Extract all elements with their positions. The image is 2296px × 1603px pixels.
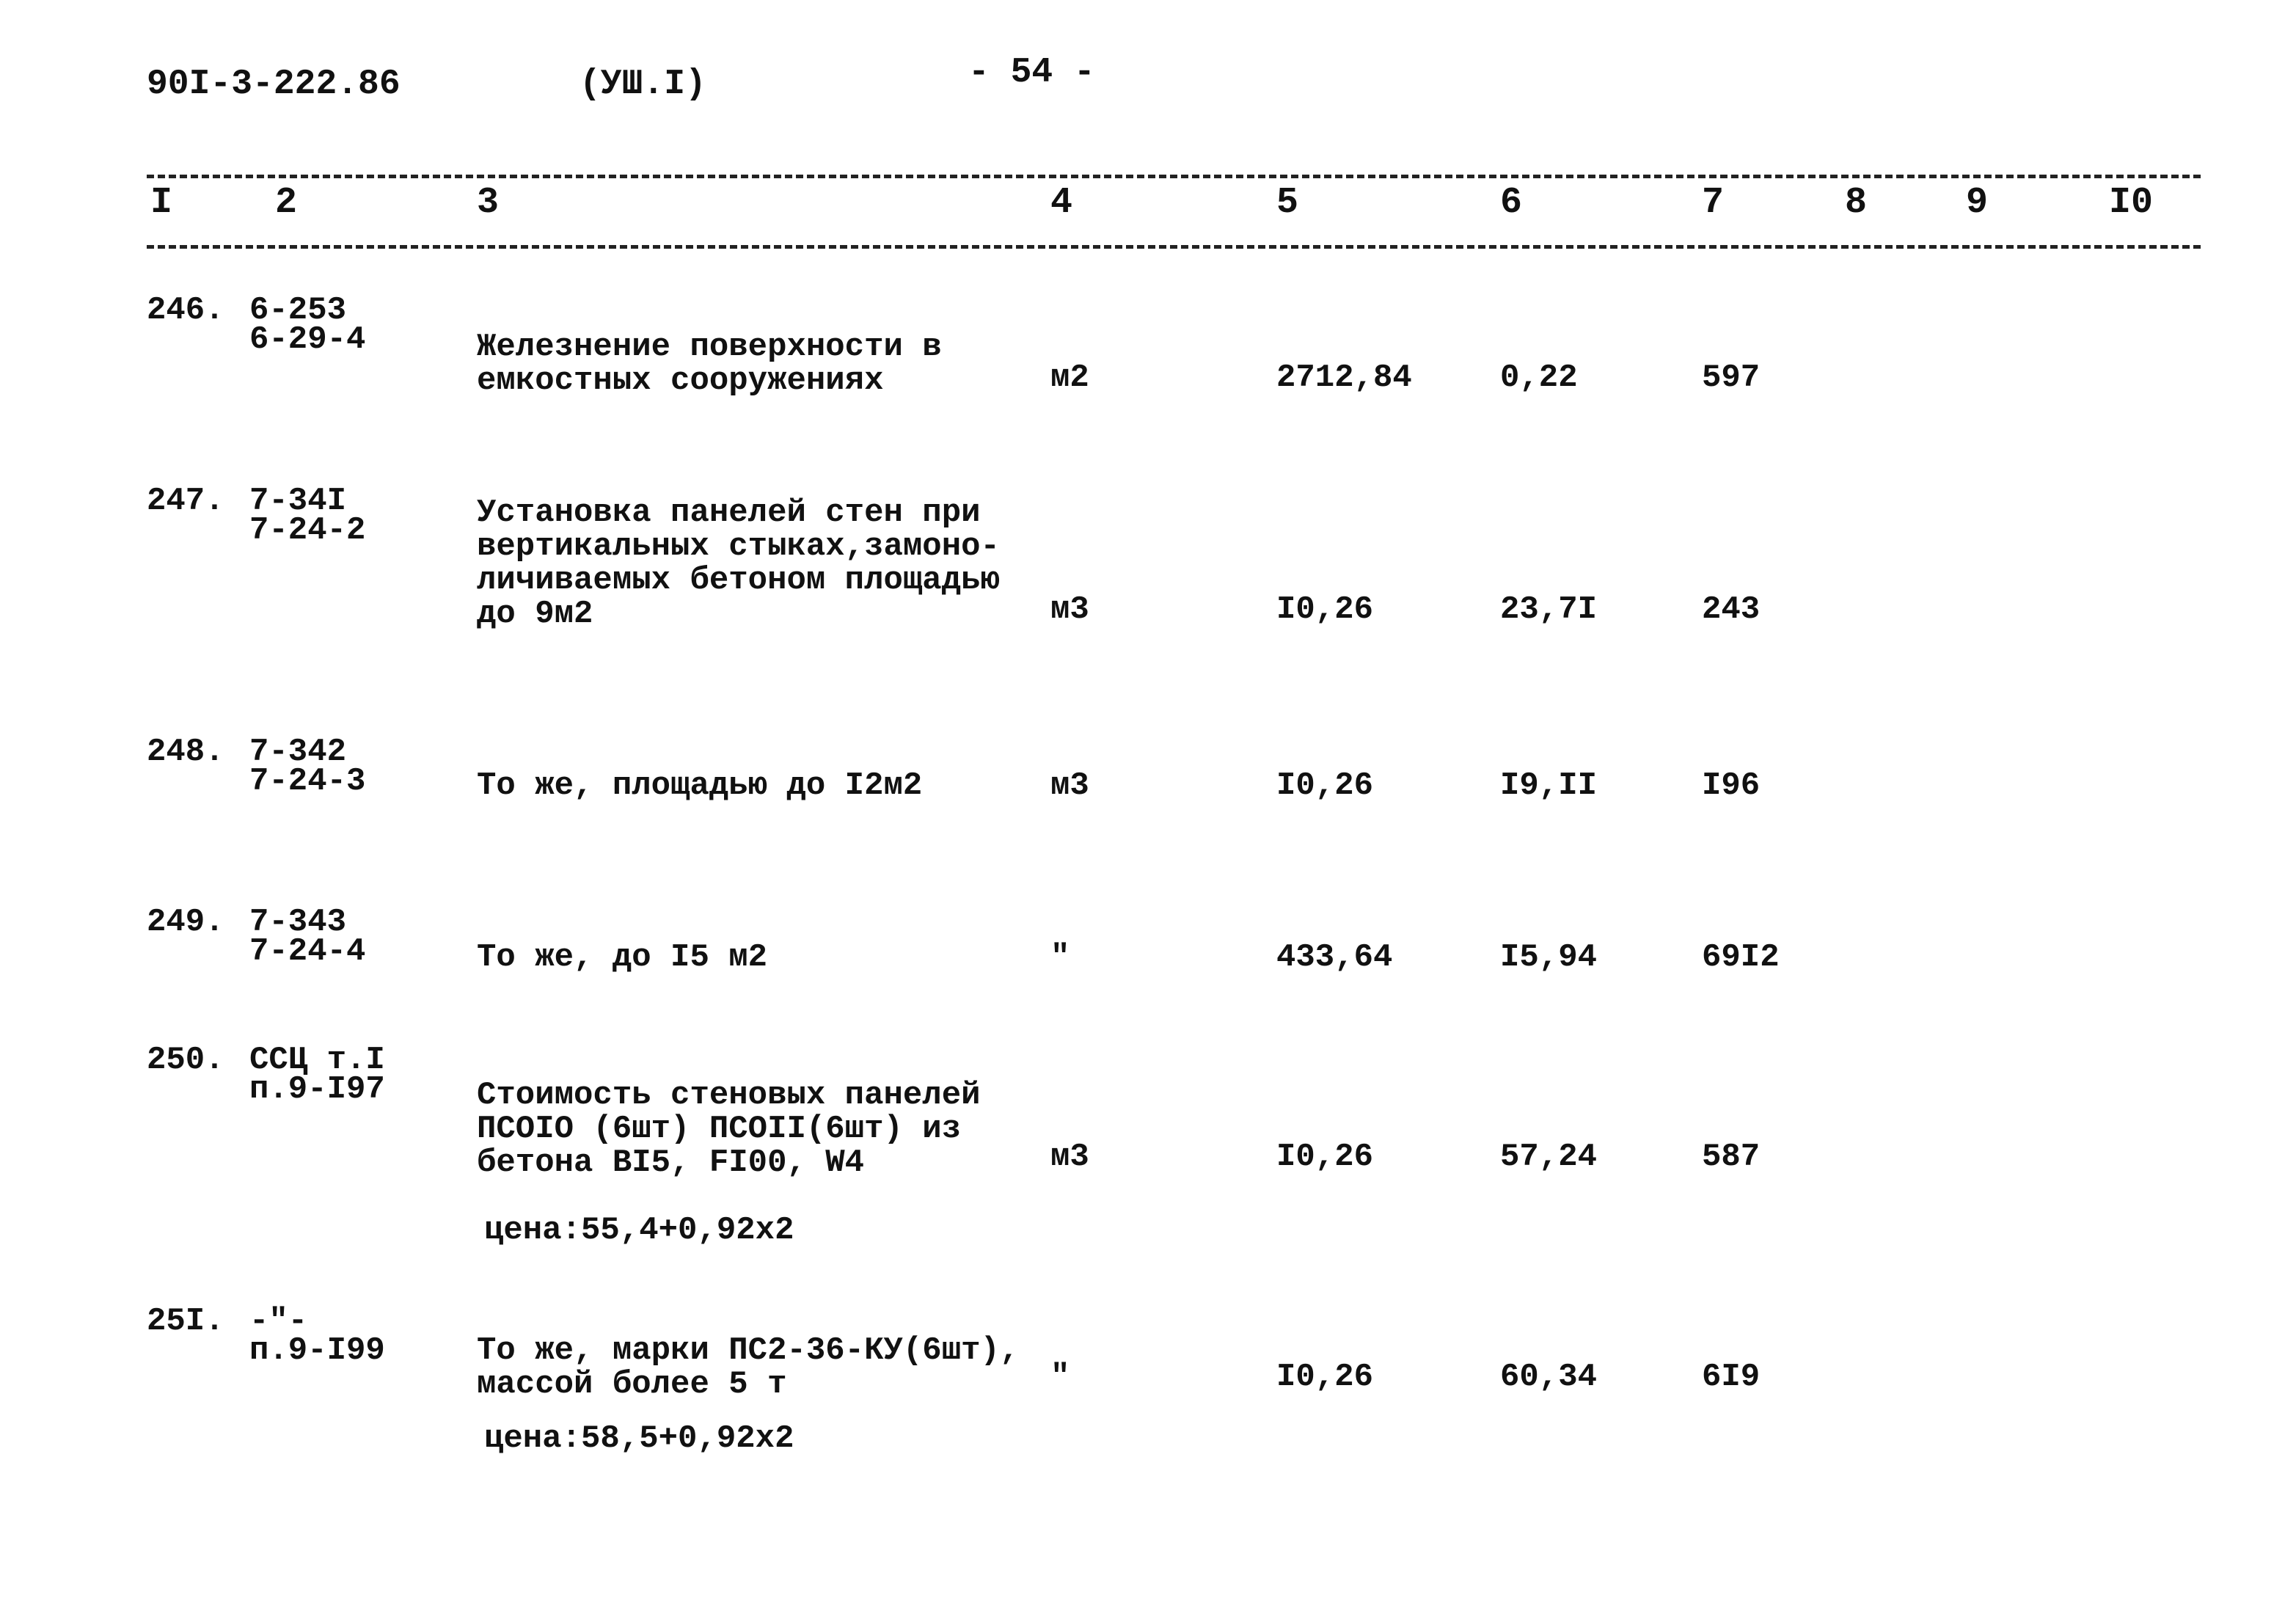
- quantity: I0,26: [1276, 591, 1374, 628]
- rate-code: 7-34I: [249, 483, 347, 519]
- column-header: 7: [1702, 182, 1725, 224]
- row-number: 247.: [147, 483, 224, 519]
- unit-price: 57,24: [1500, 1139, 1598, 1175]
- rate-code: п.9-I97: [249, 1071, 385, 1108]
- quantity: I0,26: [1276, 1139, 1374, 1175]
- work-description: То же, площадью до I2м2: [477, 767, 923, 804]
- column-header: I0: [2109, 182, 2154, 224]
- unit: м3: [1050, 591, 1089, 628]
- unit: ": [1050, 1359, 1070, 1395]
- row-number: 246.: [147, 292, 224, 329]
- rate-code: 7-343: [249, 904, 347, 941]
- total-cost: 69I2: [1702, 939, 1780, 976]
- rate-code: ССЦ т.I: [249, 1042, 385, 1078]
- price-note: цена:55,4+0,92х2: [484, 1212, 794, 1249]
- total-cost: I96: [1702, 767, 1761, 804]
- column-header: 3: [477, 182, 500, 224]
- rate-code: п.9-I99: [249, 1332, 385, 1369]
- unit-price: 0,22: [1500, 359, 1578, 396]
- total-cost: 243: [1702, 591, 1761, 628]
- section-number: (УШ.I): [580, 65, 706, 104]
- work-description: Стоимость стеновых панелей: [477, 1077, 981, 1114]
- unit: ": [1050, 939, 1070, 976]
- unit: м3: [1050, 1139, 1089, 1175]
- row-number: 248.: [147, 734, 224, 770]
- column-header: 6: [1500, 182, 1523, 224]
- work-description: вертикальных стыках,замоно-: [477, 528, 1000, 565]
- row-number: 249.: [147, 904, 224, 941]
- work-description: То же, до I5 м2: [477, 939, 768, 976]
- work-description: емкостных сооружениях: [477, 362, 884, 399]
- rate-code: -"-: [249, 1303, 308, 1340]
- work-description: массой более 5 т: [477, 1366, 787, 1403]
- column-header: I: [150, 182, 173, 224]
- work-description: Установка панелей стен при: [477, 494, 981, 531]
- unit-price: I9,II: [1500, 767, 1598, 804]
- work-description: Железнение поверхности в: [477, 329, 942, 365]
- column-header: 2: [275, 182, 298, 224]
- price-note: цена:58,5+0,92х2: [484, 1420, 794, 1457]
- row-number: 250.: [147, 1042, 224, 1078]
- unit: м2: [1050, 359, 1089, 396]
- total-cost: 597: [1702, 359, 1761, 396]
- column-header: 5: [1276, 182, 1299, 224]
- row-number: 25I.: [147, 1303, 224, 1340]
- table-row: 25I. -"- п.9-I99 То же, марки ПС2-36-КУ(6шт…: [0, 1304, 2296, 1456]
- total-cost: 587: [1702, 1139, 1761, 1175]
- quantity: I0,26: [1276, 1359, 1374, 1395]
- table-top-rule: [147, 175, 2201, 178]
- column-header: 4: [1050, 182, 1073, 224]
- rate-code: 7-24-2: [249, 512, 366, 549]
- work-description: бетона BI5, FI00, W4: [477, 1144, 865, 1181]
- rate-code: 7-342: [249, 734, 347, 770]
- unit-price: 60,34: [1500, 1359, 1598, 1395]
- total-cost: 6I9: [1702, 1359, 1761, 1395]
- table-row: 248. 7-342 7-24-3 То же, площадью до I2м2 м3…: [0, 735, 2296, 803]
- rate-code: 6-253: [249, 292, 347, 329]
- column-header: 9: [1966, 182, 1989, 224]
- table-row: 247. 7-34I 7-24-2 Установка панелей стен пр…: [0, 484, 2296, 631]
- rate-code: 7-24-3: [249, 763, 366, 800]
- table-row: 249. 7-343 7-24-4 То же, до I5 м2 " 433,64 I5,…: [0, 905, 2296, 974]
- table-header-rule: [147, 245, 2201, 249]
- table-row: 250. ССЦ т.I п.9-I97 Стоимость стеновых пан…: [0, 1043, 2296, 1247]
- quantity: 2712,84: [1276, 359, 1412, 396]
- quantity: 433,64: [1276, 939, 1393, 976]
- work-description: ПСОIO (6шт) ПСОII(6шт) из: [477, 1111, 962, 1147]
- work-description: То же, марки ПС2-36-КУ(6шт),: [477, 1332, 1020, 1369]
- unit-price: I5,94: [1500, 939, 1598, 976]
- unit-price: 23,7I: [1500, 591, 1598, 628]
- rate-code: 6-29-4: [249, 321, 366, 358]
- rate-code: 7-24-4: [249, 933, 366, 970]
- page-number: - 54 -: [968, 53, 1095, 92]
- unit: м3: [1050, 767, 1089, 804]
- work-description: личиваемых бетоном площадью: [477, 562, 1000, 599]
- document-code: 90I-3-222.86: [147, 65, 401, 104]
- quantity: I0,26: [1276, 767, 1374, 804]
- column-header: 8: [1845, 182, 1868, 224]
- work-description: до 9м2: [477, 596, 593, 632]
